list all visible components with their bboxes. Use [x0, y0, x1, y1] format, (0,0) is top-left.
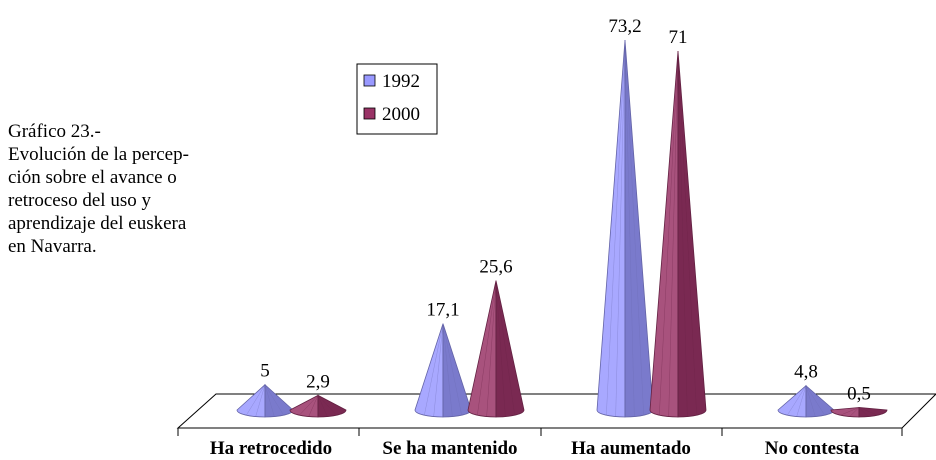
legend-swatch — [363, 107, 376, 120]
chart-floor — [176, 393, 936, 436]
cone-2000-1 — [467, 280, 525, 418]
cone-1992-3 — [777, 384, 835, 418]
value-label: 4,8 — [794, 362, 818, 383]
cone-2000-3 — [830, 407, 888, 418]
category-label: Se ha mantenido — [382, 438, 517, 459]
value-label: 25,6 — [479, 257, 512, 278]
category-label: No contesta — [765, 438, 860, 459]
value-label: 71 — [669, 27, 688, 48]
legend-label: 2000 — [382, 104, 420, 125]
chart-legend: 1992 2000 — [356, 63, 438, 135]
value-label: 5 — [260, 361, 270, 382]
cone-1992-0 — [236, 383, 294, 418]
value-label: 17,1 — [426, 300, 459, 321]
chart-value-labels: 5 17,1 73,2 4,8 2,9 25,6 71 0,5 — [260, 16, 871, 404]
chart-title: Gráfico 23.- Evolución de la percep- ció… — [8, 121, 189, 257]
cone-2000-2 — [649, 51, 707, 418]
chart-cones — [236, 39, 888, 418]
category-label: Ha aumentado — [571, 438, 691, 459]
legend-label: 1992 — [382, 71, 420, 92]
cone-2000-0 — [289, 394, 347, 418]
value-label: 0,5 — [847, 383, 871, 404]
value-label: 73,2 — [608, 16, 641, 37]
chart-category-labels: Ha retrocedido Se ha mantenido Ha aumentad… — [210, 438, 860, 459]
cone-1992-1 — [414, 323, 472, 418]
value-label: 2,9 — [306, 371, 330, 392]
category-label: Ha retrocedido — [210, 438, 332, 459]
cone-1992-2 — [596, 39, 654, 418]
legend-swatch — [363, 74, 376, 87]
